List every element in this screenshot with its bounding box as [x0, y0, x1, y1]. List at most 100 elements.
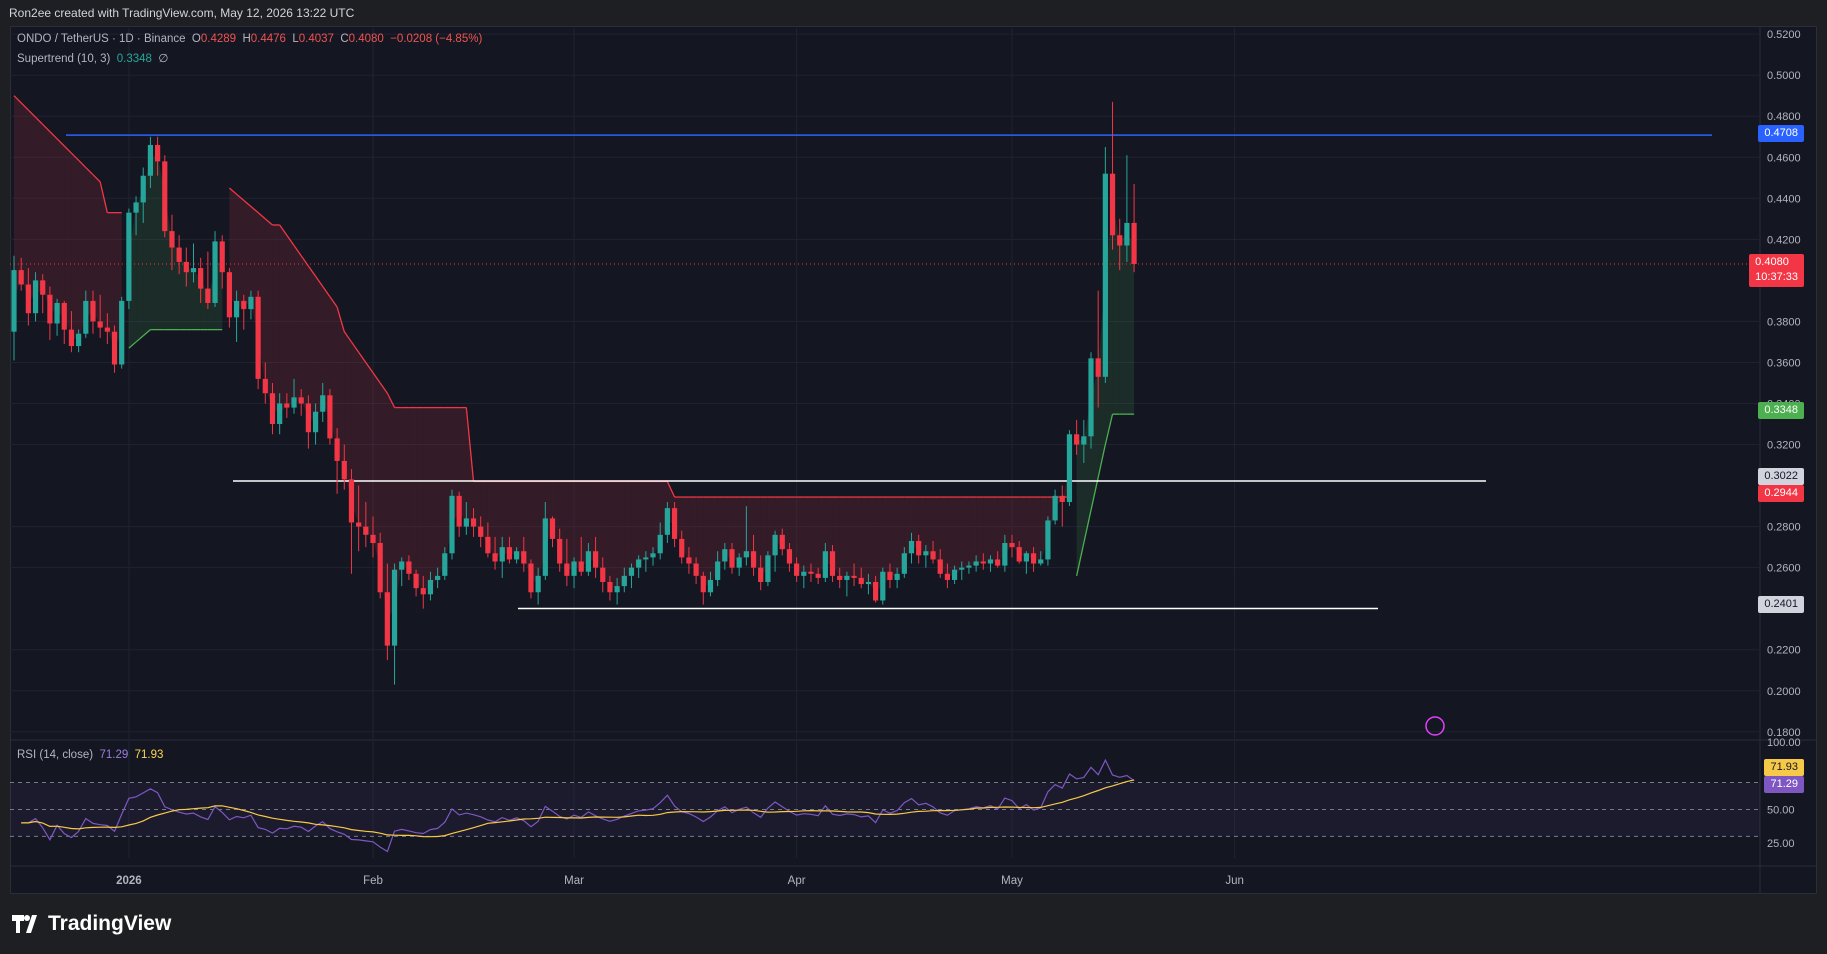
candle-up: [1088, 358, 1094, 437]
candle-down: [478, 526, 484, 537]
supertrend-legend[interactable]: Supertrend (10, 3) 0.3348 ∅: [17, 51, 168, 65]
supertrend-down-line: [329, 296, 338, 308]
supertrend-down-line: [279, 224, 288, 236]
supertrend-fill: [279, 224, 287, 414]
candle-down: [916, 540, 922, 556]
candle-up: [291, 397, 297, 408]
candle-up: [715, 561, 721, 580]
candle-up: [571, 561, 577, 576]
supertrend-fill: [796, 497, 804, 574]
tradingview-brand-text: TradingView: [48, 912, 172, 935]
supertrend-fill: [602, 481, 610, 588]
close-label: C: [340, 33, 349, 45]
candle-down: [327, 395, 333, 439]
candle-up: [140, 175, 146, 203]
candle-up: [722, 549, 728, 562]
candle-up: [463, 518, 469, 527]
hidden-eye-icon[interactable]: ∅: [158, 53, 169, 65]
supertrend-down-line: [264, 218, 273, 226]
supertrend-down-line: [236, 193, 245, 201]
rsi-legend[interactable]: RSI (14, close) 71.29 71.93: [17, 749, 163, 761]
candle-down: [341, 460, 347, 480]
candle-down: [506, 547, 513, 560]
supertrend-down-line: [13, 95, 22, 104]
candle-up: [844, 575, 850, 580]
current-price-value: 0.4080: [1755, 256, 1789, 268]
symbol-legend: ONDO / TetherUS · 1D · Binance O0.4289 H…: [17, 33, 482, 45]
candle-down: [557, 538, 563, 564]
supertrend-fill: [732, 497, 740, 563]
supertrend-down-line: [666, 481, 676, 498]
candle-down: [564, 563, 570, 576]
price-tick-label: 0.2600: [1767, 563, 1801, 575]
supertrend-fill: [28, 110, 36, 299]
supertrend-fill: [459, 407, 467, 523]
candle-up: [1124, 222, 1130, 246]
candle-down: [169, 231, 175, 248]
candle-down: [758, 567, 764, 583]
supertrend-fill: [394, 407, 402, 608]
supertrend-up-line: [128, 341, 137, 349]
resistance-price-tag: 0.4708: [1758, 125, 1804, 142]
supertrend-fill: [1040, 497, 1048, 562]
candle-down: [786, 549, 793, 564]
supertrend-fill: [186, 267, 194, 330]
candle-down: [470, 518, 477, 527]
supertrend-fill: [294, 245, 302, 403]
candle-down: [592, 551, 599, 568]
candle-down: [18, 270, 24, 285]
supertrend-fill: [1019, 497, 1027, 558]
supertrend-down-line: [243, 199, 252, 208]
supertrend-fill: [301, 255, 309, 418]
supertrend-up-line: [1083, 510, 1092, 544]
candle-down: [97, 321, 103, 328]
chart-frame[interactable]: [10, 26, 1817, 894]
high-value: 0.4476: [250, 33, 286, 45]
supertrend-fill: [609, 481, 618, 590]
candle-down: [269, 393, 276, 425]
candle-up: [1038, 559, 1044, 564]
price-tick-label: 0.4600: [1767, 152, 1801, 164]
candle-down: [1074, 434, 1080, 445]
alert-icon[interactable]: [1425, 716, 1445, 736]
supertrend-down-line: [20, 102, 29, 111]
candle-up: [643, 557, 649, 560]
candle-down: [837, 575, 843, 580]
candle-up: [951, 569, 958, 580]
tradingview-logo[interactable]: TradingView: [12, 912, 171, 936]
candle-up: [657, 534, 663, 554]
candle-down: [887, 571, 893, 580]
candle-down: [1030, 553, 1037, 564]
price-tick-label: 0.4200: [1767, 234, 1801, 246]
candle-up: [822, 551, 828, 578]
candle-up: [901, 553, 907, 574]
candle-up: [76, 333, 82, 347]
supertrend-up-line: [1097, 444, 1106, 478]
candle-up: [801, 571, 807, 576]
candle-up: [312, 411, 319, 433]
rsi-ma-value: 71.93: [134, 749, 164, 761]
range-top-price-tag: 0.3022: [1758, 468, 1804, 485]
candle-up: [743, 551, 749, 558]
attribution-text: Ron2ee created with TradingView.com, May…: [9, 6, 355, 20]
supertrend-fill: [179, 254, 187, 330]
supertrend-down-line: [336, 306, 345, 332]
candle-up: [54, 302, 60, 324]
current-price-tag: 0.4080 10:37:33: [1749, 254, 1804, 287]
supertrend-fill: [696, 497, 704, 585]
supertrend-down-line: [250, 206, 259, 214]
supertrend-down-line: [300, 255, 309, 267]
candle-down: [183, 261, 189, 273]
supertrend-fill: [150, 153, 158, 330]
supertrend-fill: [933, 497, 941, 567]
candle-up: [628, 567, 635, 576]
candle-up: [621, 575, 627, 587]
supertrend-fill: [810, 497, 819, 576]
supertrend-fill: [286, 235, 295, 406]
symbol-name[interactable]: ONDO / TetherUS · 1D · Binance: [17, 33, 186, 45]
candle-down: [549, 518, 556, 539]
supertrend-fill: [64, 145, 72, 338]
supertrend-down-line: [465, 407, 475, 482]
candle-down: [1117, 235, 1123, 246]
